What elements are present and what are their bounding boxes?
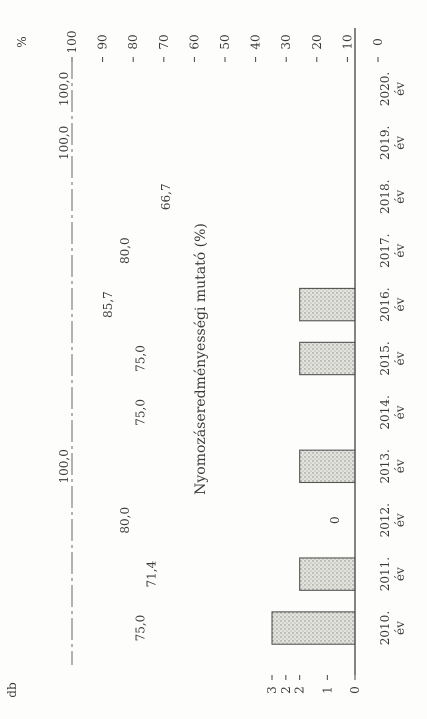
category-label: év (393, 244, 407, 258)
percent-value-label: 100,0 (57, 126, 71, 160)
category-label: év (393, 136, 407, 150)
right-tick-label: 90 (96, 34, 110, 49)
left-tick-label: 1 (320, 686, 334, 694)
bar (299, 449, 356, 484)
right-tick-label: 0 (371, 38, 385, 46)
bar (299, 341, 356, 376)
left-tick-label: 2 (293, 686, 307, 694)
right-tick-label: 10 (340, 34, 354, 49)
right-tick-label: 60 (187, 34, 201, 49)
category-label: 2020. (378, 72, 392, 106)
right-tick-label: 100 (65, 31, 79, 54)
percent-value-label: 75,0 (134, 399, 148, 426)
bar-value-label: 0 (328, 516, 342, 524)
category-label: év (393, 190, 407, 204)
left-tick-label: 3 (265, 686, 279, 694)
percent-value-label: 75,0 (134, 345, 148, 372)
left-tick-label: 0 (348, 686, 362, 694)
percent-value-label: 66,7 (159, 183, 173, 210)
percent-value-label: 85,7 (101, 291, 115, 318)
percent-value-label: 75,0 (134, 615, 148, 642)
category-label: 2014. (378, 395, 392, 429)
category-label: 2019. (378, 126, 392, 160)
percent-value-label: 80,0 (118, 507, 132, 534)
category-label: év (393, 621, 407, 635)
category-label: 2018. (378, 180, 392, 214)
chart-title: Nyomozáseredményességi mutató (%) (193, 223, 209, 495)
category-label: 2016. (378, 287, 392, 321)
right-tick-label: 50 (218, 34, 232, 49)
right-axis-unit: % (15, 36, 29, 47)
category-label: 2015. (378, 341, 392, 375)
bar (299, 557, 356, 591)
left-tick-label: 2 (279, 686, 293, 694)
category-label: év (393, 351, 407, 365)
category-label: év (393, 297, 407, 311)
category-label: év (393, 82, 407, 96)
right-tick-label: 80 (126, 34, 140, 49)
left-axis-unit: db (5, 682, 19, 698)
right-tick-label: 30 (279, 34, 293, 49)
category-label: 2017. (378, 234, 392, 268)
bar (299, 287, 356, 322)
percent-value-label: 80,0 (118, 237, 132, 264)
percent-value-label: 71,4 (145, 560, 159, 587)
category-label: 2012. (378, 503, 392, 537)
category-label: év (393, 459, 407, 473)
category-label: év (393, 513, 407, 527)
right-tick-label: 70 (157, 34, 171, 49)
category-label: év (393, 567, 407, 581)
right-tick-label: 20 (310, 34, 324, 49)
category-label: év (393, 405, 407, 419)
percent-value-label: 100,0 (57, 72, 71, 106)
bar (271, 611, 356, 645)
category-label: 2010. (378, 611, 392, 645)
category-label: 2013. (378, 449, 392, 483)
percent-value-label: 100,0 (57, 449, 71, 483)
right-tick-label: 40 (249, 34, 263, 49)
category-label: 2011. (378, 557, 392, 591)
